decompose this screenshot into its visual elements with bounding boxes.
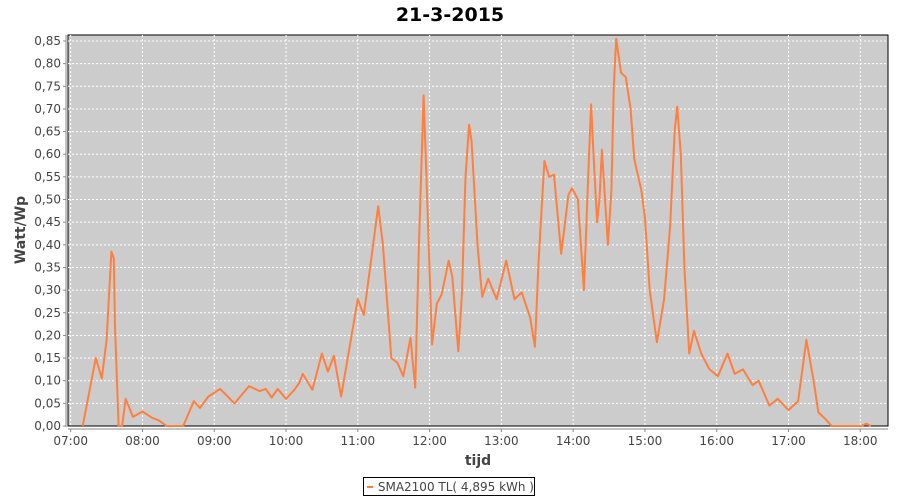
y-tick-label: 0,10 [34,374,61,388]
y-axis: 0,00 0,05 0,10 0,15 0,20 0,25 0,30 0,35 0,40 0,45… [34,34,67,433]
y-tick-label: 0,40 [34,238,61,252]
x-tick-label: 15:00 [628,434,663,448]
x-tick-label: 08:00 [125,434,160,448]
y-tick-label: 0,20 [34,328,61,342]
series-line [81,37,872,427]
y-tick-label: 0,55 [34,170,61,184]
y-tick-label: 0,50 [34,193,61,207]
y-tick-label: 0,30 [34,283,61,297]
x-tick-label: 10:00 [269,434,304,448]
x-tick-label: 14:00 [556,434,591,448]
y-tick-label: 0,85 [34,34,61,48]
y-tick-label: 0,65 [34,125,61,139]
y-tick-label: 0,25 [34,306,61,320]
legend-swatch [367,485,373,488]
y-tick-label: 0,80 [34,57,61,71]
x-tick-label: 11:00 [341,434,376,448]
x-axis: 07:00 08:00 09:00 10:00 11:00 12:00 13:00 14:00… [53,428,888,448]
y-tick-label: 0,35 [34,260,61,274]
x-tick-label: 07:00 [53,434,88,448]
x-tick-label: 16:00 [699,434,734,448]
y-tick-label: 0,60 [34,147,61,161]
legend: SMA2100 TL( 4,895 kWh ) [363,477,535,496]
plot-area [67,34,889,427]
y-tick-label: 0,05 [34,396,61,410]
y-tick-label: 0,75 [34,79,61,93]
x-tick-label: 17:00 [771,434,806,448]
y-tick-label: 0,45 [34,215,61,229]
chart-title: 21-3-2015 [396,4,504,26]
y-tick-label: 0,70 [34,102,61,116]
x-tick-label: 12:00 [412,434,447,448]
y-axis-label: Watt/Wp [13,196,29,264]
series-lines [81,37,872,427]
x-axis-label: tijd [465,453,491,469]
y-tick-label: 0,00 [34,419,61,433]
x-tick-label: 18:00 [843,434,878,448]
x-tick-label: 09:00 [197,434,232,448]
x-tick-label: 13:00 [484,434,519,448]
legend-label: SMA2100 TL( 4,895 kWh ) [377,479,534,494]
y-tick-label: 0,15 [34,351,61,365]
